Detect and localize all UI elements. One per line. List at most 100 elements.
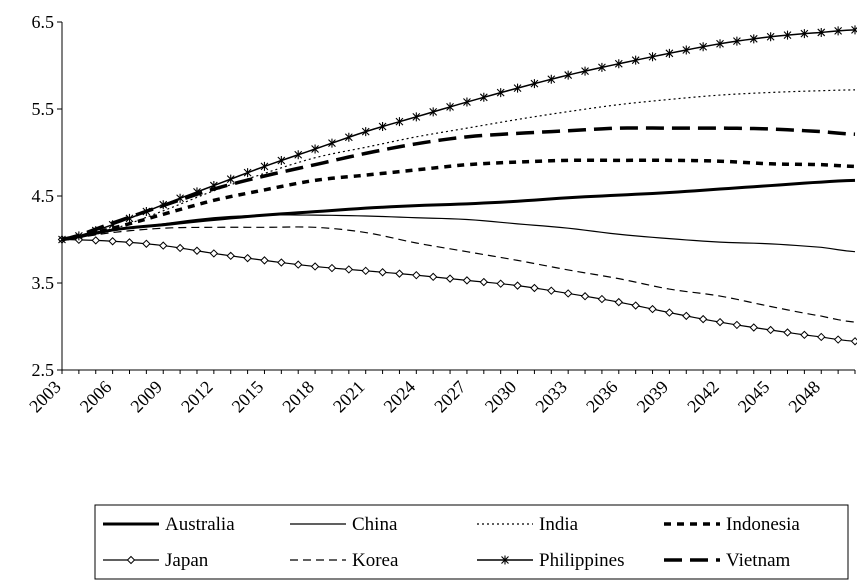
japan-point xyxy=(563,289,573,298)
series-line-vietnam xyxy=(61,126,856,242)
philippines-point xyxy=(513,83,522,93)
japan-point xyxy=(749,323,758,332)
japan-point xyxy=(395,269,404,278)
japan-point xyxy=(766,325,775,335)
y-tick-label: 4.5 xyxy=(32,186,55,206)
japan-point xyxy=(850,337,857,346)
japan-point xyxy=(783,328,792,337)
japan-point xyxy=(698,314,708,324)
x-tick-label: 2021 xyxy=(329,377,369,417)
philippines-point xyxy=(648,52,657,62)
philippines-point xyxy=(328,138,336,148)
japan-point xyxy=(631,301,640,310)
x-tick-label: 2042 xyxy=(683,377,723,417)
x-tick-label: 2027 xyxy=(430,377,470,417)
philippines-point xyxy=(564,70,573,80)
philippines-point xyxy=(260,161,269,171)
japan-point xyxy=(310,262,320,271)
philippines-point xyxy=(614,59,623,69)
y-tick-label: 3.5 xyxy=(32,273,55,293)
x-tick-label: 2036 xyxy=(582,377,622,417)
philippines-point xyxy=(598,62,606,72)
x-tick-label: 2045 xyxy=(734,377,774,417)
legend-box xyxy=(94,504,849,580)
legend-label-indonesia: Indonesia xyxy=(726,514,800,535)
philippines-point xyxy=(699,42,708,52)
y-tick-label: 2.5 xyxy=(32,360,55,380)
legend-label-korea: Korea xyxy=(352,550,399,571)
legend-label-japan: Japan xyxy=(165,550,209,571)
legend-item-indonesia: Indonesia xyxy=(664,514,800,535)
series-line-china xyxy=(61,214,856,253)
x-tick-label: 2006 xyxy=(76,377,116,417)
japan-point xyxy=(260,256,269,265)
y-tick-label: 5.5 xyxy=(32,99,55,119)
japan-point xyxy=(159,241,168,250)
japan-point xyxy=(344,265,354,274)
legend-item-australia: Australia xyxy=(103,514,235,535)
japan-point xyxy=(209,249,219,258)
japan-point xyxy=(327,263,337,273)
philippines-point xyxy=(631,55,640,65)
japan-point xyxy=(175,243,185,253)
philippines-point xyxy=(294,150,303,160)
x-tick-label: 2030 xyxy=(481,377,521,417)
legend-label-china: China xyxy=(352,514,398,535)
legend-japan-point xyxy=(126,555,136,565)
series-japan xyxy=(57,235,857,346)
japan-point xyxy=(580,292,590,301)
legend-label-vietnam: Vietnam xyxy=(726,550,791,571)
japan-point xyxy=(547,286,556,295)
philippines-point xyxy=(834,26,843,36)
japan-point xyxy=(125,238,134,247)
x-tick-label: 2033 xyxy=(531,377,571,417)
japan-point xyxy=(445,274,455,283)
japan-point xyxy=(412,270,421,280)
philippines-point xyxy=(226,174,235,184)
japan-point xyxy=(665,308,674,317)
philippines-point xyxy=(176,193,184,203)
philippines-point xyxy=(446,102,454,112)
philippines-point xyxy=(682,45,691,55)
philippines-point xyxy=(277,155,286,165)
philippines-point xyxy=(783,30,792,40)
series-china xyxy=(61,214,856,253)
philippines-point xyxy=(429,107,438,117)
philippines-point xyxy=(496,88,505,98)
philippines-point xyxy=(581,66,589,76)
japan-point xyxy=(428,272,438,282)
philippines-point xyxy=(800,29,809,39)
philippines-point xyxy=(817,27,826,37)
japan-point xyxy=(91,236,100,245)
japan-point xyxy=(833,335,843,344)
legend-item-vietnam: Vietnam xyxy=(664,550,791,571)
x-tick-label: 2018 xyxy=(278,377,318,417)
philippines-point xyxy=(344,132,353,142)
philippines-point xyxy=(851,25,857,35)
philippines-point xyxy=(412,112,421,122)
japan-point xyxy=(243,253,252,263)
japan-point xyxy=(614,297,623,307)
philippines-point xyxy=(665,48,674,58)
japan-point xyxy=(378,268,387,277)
x-tick-label: 2048 xyxy=(784,377,824,417)
x-tick-label: 2009 xyxy=(126,377,166,417)
philippines-point xyxy=(766,32,775,42)
philippines-point xyxy=(749,34,758,44)
series-line-indonesia xyxy=(61,158,856,242)
y-tick-label: 6.5 xyxy=(32,12,55,32)
series-line-australia xyxy=(61,178,856,241)
japan-point xyxy=(361,266,370,276)
legend-item-japan: Japan xyxy=(103,550,209,571)
japan-point xyxy=(682,311,691,321)
japan-point xyxy=(294,260,303,269)
philippines-point xyxy=(311,144,319,154)
japan-point xyxy=(513,281,522,290)
x-tick-label: 2003 xyxy=(25,377,65,417)
legend-label-australia: Australia xyxy=(165,514,235,535)
x-tick-label: 2039 xyxy=(633,377,673,417)
philippines-point xyxy=(530,79,539,89)
legend-philippines-point xyxy=(501,555,509,565)
series-australia xyxy=(61,178,856,241)
